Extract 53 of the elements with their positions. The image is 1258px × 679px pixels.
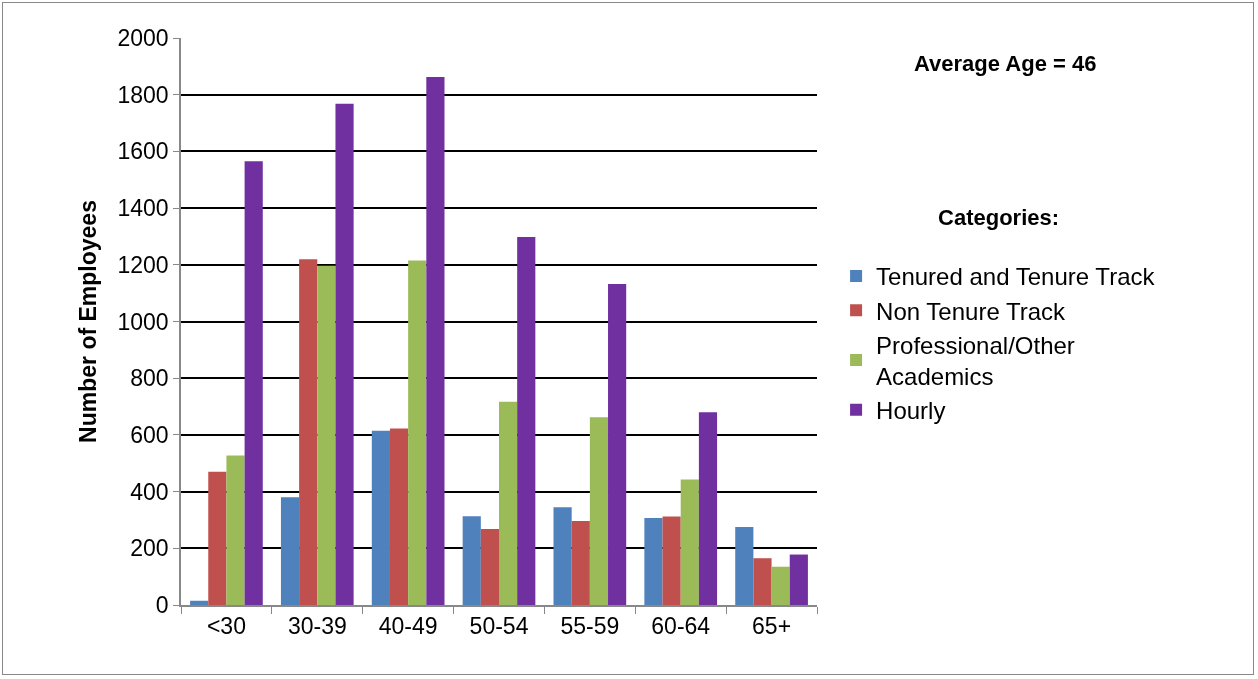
bar	[462, 516, 481, 605]
bar	[208, 471, 227, 605]
bar	[571, 521, 590, 605]
bar	[408, 260, 427, 605]
y-tick-label: 1000	[117, 308, 169, 335]
bar	[426, 77, 445, 605]
bar	[280, 497, 300, 605]
y-tick-label: 1600	[117, 138, 169, 165]
text: Average Age = 46	[914, 51, 1097, 76]
bar	[335, 103, 354, 605]
x-tick-label: 60-64	[651, 613, 711, 640]
x-tick-label: <30	[206, 613, 246, 640]
bar	[608, 284, 627, 605]
x-tick-label: 65+	[752, 613, 792, 640]
bar	[771, 566, 790, 605]
bar	[517, 237, 536, 605]
x-tick-label: 30-39	[287, 613, 347, 640]
bar	[698, 412, 718, 605]
bar	[680, 479, 699, 605]
bar	[662, 516, 681, 605]
bar	[553, 507, 572, 605]
bar	[499, 401, 518, 605]
bar	[589, 417, 609, 605]
y-tick-label: 1200	[117, 251, 169, 278]
x-tick-label: 40-49	[378, 613, 438, 640]
x-tick-label: 55-59	[560, 613, 620, 640]
y-tick-label: 1400	[117, 195, 169, 222]
legend-label: Tenured and Tenure Track	[876, 263, 1156, 291]
bar	[190, 600, 209, 605]
y-tick-label: 2000	[117, 25, 169, 52]
bar	[480, 529, 499, 605]
y-tick-label: 600	[130, 421, 169, 448]
bar	[244, 161, 263, 605]
bar	[226, 455, 245, 605]
bar	[317, 265, 336, 605]
bar	[735, 527, 754, 605]
y-tick-label: 200	[130, 535, 169, 562]
bar	[753, 558, 772, 605]
y-tick-label: 0	[155, 592, 169, 619]
legend-label: Hourly	[876, 397, 946, 425]
y-tick-label: 400	[130, 478, 169, 505]
y-tick-label: 800	[130, 365, 169, 392]
bar	[644, 517, 663, 605]
y-axis-title: Number of Employees	[75, 200, 102, 443]
legend-label: Non Tenure Track	[876, 297, 1067, 325]
x-tick-label: 50-54	[469, 613, 529, 640]
bar	[371, 430, 390, 605]
legend-label: Professional/Other Academics	[876, 331, 1075, 391]
bar	[299, 259, 318, 605]
bar	[789, 554, 808, 605]
legend-title: Categories:	[938, 205, 1060, 231]
y-tick-label: 1800	[117, 81, 169, 108]
bar	[389, 428, 409, 605]
